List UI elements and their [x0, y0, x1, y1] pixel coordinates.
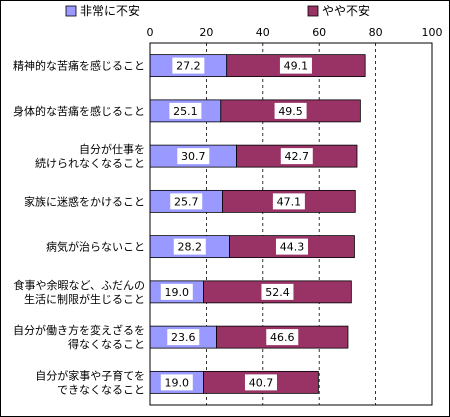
data-label: 44.3 [280, 241, 305, 254]
data-label-bg [177, 148, 210, 165]
data-label-bg [172, 57, 205, 74]
category-label: 得なくなること [68, 338, 145, 351]
category-label: 食事や余暇など、ふだんの [14, 278, 145, 292]
data-label: 28.2 [178, 241, 203, 254]
legend-swatch-0 [65, 5, 77, 17]
data-label: 40.7 [249, 376, 274, 389]
data-label: 49.1 [284, 60, 309, 73]
data-label: 46.6 [270, 331, 295, 344]
bars: 27.2 49.1 25.1 49.5 30.7 42.7 25.7 47.1 28.2 44.3… [149, 54, 366, 394]
data-label: 23.6 [171, 331, 196, 344]
category-label: 自分が働き方を変えざるを [13, 323, 145, 337]
category-label: 家族に迷惑をかけること [24, 194, 145, 208]
data-label-bg [244, 374, 277, 391]
x-tick-label: 0 [147, 26, 154, 39]
data-label: 19.0 [165, 376, 190, 389]
data-label-bg [261, 283, 294, 300]
category-label: 自分が仕事を [79, 142, 145, 156]
data-label: 25.1 [173, 105, 198, 118]
x-tick-label: 40 [256, 26, 270, 39]
data-label-bg [167, 329, 200, 346]
data-label-bg [275, 238, 308, 255]
legend-label-0: 非常に不安 [80, 3, 140, 18]
category-label: 続けられなくなること [35, 156, 145, 170]
x-tick-label: 20 [199, 26, 213, 39]
data-label: 47.1 [277, 195, 302, 208]
data-label: 27.2 [176, 60, 201, 73]
x-tick-label: 60 [312, 26, 326, 39]
data-label: 49.5 [278, 105, 303, 118]
data-label: 30.7 [181, 150, 206, 163]
category-label: 病気が治らないこと [46, 240, 145, 254]
plot-area [149, 42, 433, 406]
category-label: 精神的な苦痛を感じること [13, 59, 145, 73]
legend-label-1: やや不安 [322, 3, 370, 18]
legend-swatch-1 [307, 5, 319, 17]
data-label: 42.7 [285, 150, 310, 163]
data-label: 19.0 [165, 286, 190, 299]
x-axis-ticks: 0 20 40 60 80 100 [147, 26, 443, 39]
data-label-bg [272, 193, 305, 210]
data-label-bg [160, 374, 193, 391]
category-label: 自分が家事や子育てを [35, 368, 145, 382]
x-tick-label: 80 [369, 26, 383, 39]
data-label-bg [266, 329, 299, 346]
data-label: 25.7 [174, 195, 199, 208]
data-label-bg [279, 57, 312, 74]
data-label-bg [169, 102, 202, 119]
data-label-bg [160, 283, 193, 300]
category-labels: 精神的な苦痛を感じること身体的な苦痛を感じること自分が仕事を続けられなくなること… [13, 59, 145, 397]
category-label: 生活に制限が生じること [24, 292, 145, 306]
category-label: 身体的な苦痛を感じること [13, 104, 145, 118]
data-label: 52.4 [265, 286, 290, 299]
legend: 非常に不安 やや不安 [65, 3, 370, 18]
data-label-bg [274, 102, 307, 119]
category-label: できなくなること [57, 383, 145, 396]
data-label-bg [280, 148, 313, 165]
data-label-bg [170, 193, 203, 210]
data-label-bg [173, 238, 206, 255]
x-tick-label: 100 [422, 26, 443, 39]
